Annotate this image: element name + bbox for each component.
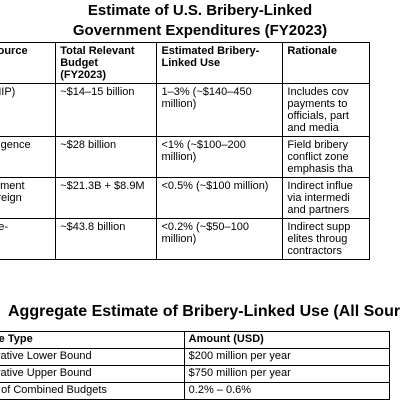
cell-line: emphasis tha: [287, 163, 353, 175]
cell: Includes cov payments to officials, part an…: [282, 83, 370, 137]
cell-line: (FY2023): [60, 69, 107, 81]
cell-line: Rationale: [287, 45, 337, 57]
cell-line: (State-: [0, 221, 9, 233]
title-line: Government Expenditures (FY2023): [72, 22, 328, 39]
cell-line: om NIP): [0, 86, 16, 98]
cell-line: + Foreign: [0, 192, 22, 204]
cell: vative Lower Bound: [0, 348, 185, 366]
cell: Intelligence: [0, 136, 57, 178]
cell-line: Budget: [60, 57, 99, 69]
cell-line: ~$28 billion: [60, 139, 117, 151]
cell: <0.2% (~$50–100 million): [156, 218, 284, 260]
cell-line: and partners: [287, 204, 350, 216]
cell-line: payments to: [287, 98, 348, 110]
cell-line: million): [161, 151, 197, 163]
cell: Rationale: [282, 42, 370, 84]
row: Intelligence ~$28 billion <1% (~$100–200mi…: [0, 136, 370, 178]
cell: y / Source: [0, 42, 57, 84]
cell: <0.5% (~$100 million): [156, 177, 284, 219]
cell-line: Includes cov: [287, 86, 349, 98]
cell: Amount (USD): [183, 331, 391, 349]
budget-table: y / SourceTotal RelevantBudget(FY2023)Es…: [0, 42, 370, 260]
cell-line: via intermedi: [287, 192, 350, 204]
cell-line: million): [161, 98, 197, 110]
cell: (State-: [0, 218, 57, 260]
cell-line: Indirect supp: [287, 221, 351, 233]
cell: Indirect supp elites throug contractors: [282, 218, 370, 260]
cell-line: Estimated Bribery-: [161, 45, 260, 57]
cell: $200 million per year: [183, 348, 391, 366]
cell: Field bribery conflict zone emphasis tha: [282, 136, 370, 178]
cell: Indirect influe via intermedi and partners: [282, 177, 370, 219]
cell: 0.2% – 0.6%: [183, 382, 391, 400]
cell-line: 1–3% (~$140–450: [161, 86, 252, 98]
cell: Total Relevant Budget (FY2023): [55, 42, 158, 84]
cell-line: ~$21.3B + $8.9M: [60, 180, 145, 192]
row: om NIP) ~$14–15 billion 1–3% (~$140–450mil…: [0, 83, 370, 137]
cell: t of Combined Budgets: [0, 382, 185, 400]
cell: 1–3% (~$140–450 million): [156, 83, 284, 137]
cell-line: ~$43.8 billion: [60, 221, 126, 233]
cell-line: ~$14–15 billion: [60, 86, 135, 98]
cell-line: <0.5% (~$100 million): [161, 180, 269, 192]
cell-line: Linked Use: [161, 57, 221, 69]
row: t of Combined Budgets 0.2% – 0.6%: [0, 382, 391, 400]
cell: ~$43.8 billion: [55, 218, 158, 260]
cell: epartment+ Foreign: [0, 177, 57, 219]
cell-line: contractors: [287, 245, 342, 257]
row: (State- ~$43.8 billion <0.2% (~$50–100mill…: [0, 218, 370, 260]
cell: <1% (~$100–200 million): [156, 136, 284, 178]
cell-line: conflict zone: [287, 151, 349, 163]
cell-line: y / Source: [0, 45, 28, 57]
row: vative Upper Bound $750 million per year: [0, 365, 391, 383]
cell: te Type: [0, 331, 185, 349]
cell-line: and media: [287, 122, 339, 134]
cell-line: <1% (~$100–200: [161, 139, 246, 151]
cell: ~$28 billion: [55, 136, 158, 178]
cell: $750 million per year: [183, 365, 391, 383]
cell-line: Field bribery: [287, 139, 348, 151]
cell-line: million): [161, 233, 197, 245]
cell: Estimated Bribery- Linked Use: [156, 42, 284, 84]
title-line: Estimate of U.S. Bribery-Linked: [87, 2, 313, 19]
cell-line: <0.2% (~$50–100: [161, 221, 249, 233]
cell-line: Total Relevant: [60, 45, 135, 57]
cell: ~$14–15 billion: [55, 83, 158, 137]
row: epartment+ Foreign~$21.3B + $8.9M<0.5% (…: [0, 177, 370, 219]
cell-line: Indirect influe: [287, 180, 353, 192]
section-heading: Aggregate Estimate of Bribery-Linked Use…: [8, 303, 400, 320]
row: vative Lower Bound $200 million per year: [0, 348, 391, 366]
cell: vative Upper Bound: [0, 365, 185, 383]
cell-line: Intelligence: [0, 139, 31, 151]
cell: om NIP): [0, 83, 57, 137]
cell: ~$21.3B + $8.9M: [55, 177, 158, 219]
header-row: y / SourceTotal RelevantBudget(FY2023)Es…: [0, 42, 370, 84]
cell-line: epartment: [0, 180, 25, 192]
cell-line: officials, part: [287, 110, 349, 122]
cell-line: elites throug: [287, 233, 348, 245]
